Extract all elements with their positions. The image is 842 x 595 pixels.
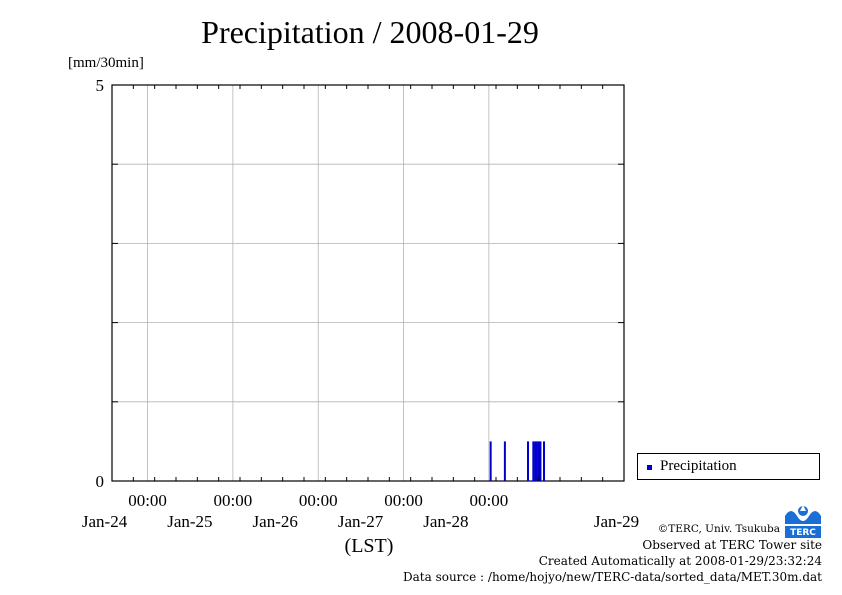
svg-text:TERC: TERC — [790, 528, 816, 538]
y-axis-unit-label: [mm/30min] — [68, 55, 144, 71]
legend-label: Precipitation — [660, 458, 737, 474]
y-axis-ticks: 05 — [96, 76, 624, 491]
x-tick-date-label: Jan-28 — [423, 512, 468, 531]
legend: Precipitation — [637, 453, 820, 480]
terc-logo: TERC — [783, 502, 823, 540]
chart-title: Precipitation / 2008-01-29 — [201, 14, 539, 50]
x-tick-date-label: Jan-26 — [253, 512, 298, 531]
x-tick-time-label: 00:00 — [214, 491, 253, 510]
copyright-text: ©TERC, Univ. Tsukuba — [657, 523, 780, 535]
x-axis-ticks: 00:00Jan-2400:00Jan-2500:00Jan-2600:00Ja… — [82, 85, 639, 531]
x-tick-date-label: Jan-24 — [82, 512, 128, 531]
y-tick-label: 5 — [96, 76, 105, 95]
credits-block: ©TERC, Univ. Tsukuba Observed at TERC To… — [403, 521, 822, 585]
y-tick-label: 0 — [96, 472, 105, 491]
x-tick-date-label: Jan-27 — [338, 512, 384, 531]
x-tick-date-label: Jan-25 — [167, 512, 212, 531]
x-tick-time-label: 00:00 — [299, 491, 338, 510]
legend-swatch — [647, 465, 652, 470]
x-tick-time-label: 00:00 — [470, 491, 509, 510]
x-tick-time-label: 00:00 — [384, 491, 423, 510]
x-tick-time-label: 00:00 — [128, 491, 167, 510]
created-timestamp-text: Created Automatically at 2008-01-29/23:3… — [538, 554, 822, 568]
plot-frame — [111, 84, 625, 482]
precipitation-bars — [489, 441, 545, 481]
grid-lines — [112, 85, 624, 481]
data-source-text: Data source : /home/hojyo/new/TERC-data/… — [403, 570, 822, 584]
observed-site-text: Observed at TERC Tower site — [642, 538, 822, 552]
x-tick-date-label: Jan-29 — [594, 512, 639, 531]
x-axis-label: (LST) — [345, 535, 394, 557]
